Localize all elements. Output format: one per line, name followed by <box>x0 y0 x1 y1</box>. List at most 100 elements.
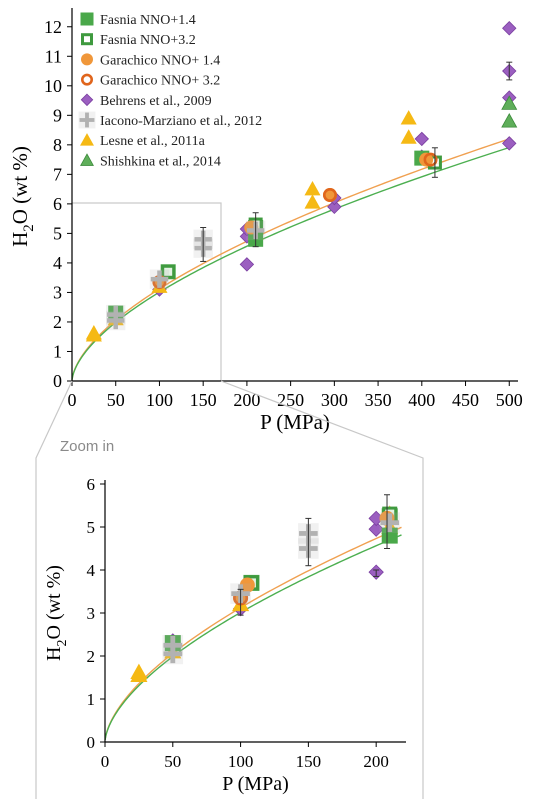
main-x-tick-label: 150 <box>190 390 217 410</box>
data-point <box>419 152 434 167</box>
main-x-tick-label: 100 <box>146 390 173 410</box>
zoom-x-axis-label: P (MPa) <box>222 773 288 795</box>
main-y-axis-label: H2O (wt %) <box>8 146 37 247</box>
main-x-tick-label: 350 <box>365 390 392 410</box>
data-point <box>239 577 255 593</box>
data-point <box>502 136 517 151</box>
zoom-x-tick-label: 150 <box>296 752 322 771</box>
fit-curve-green <box>71 146 512 380</box>
legend-item: Behrens et al., 2009 <box>80 93 212 109</box>
zoom-x-tick-label: 200 <box>363 752 389 771</box>
legend-item: Garachico NNO+ 1.4 <box>81 53 220 68</box>
legend-label: Garachico NNO+ 3.2 <box>100 74 220 89</box>
main-series-3 <box>152 152 438 290</box>
zoom-connector-left <box>35 380 73 799</box>
data-point <box>81 33 93 46</box>
main-x-axis-label: P (MPa) <box>260 410 330 434</box>
main-x-tick-label: 0 <box>68 390 77 410</box>
fit-curve-green <box>104 534 402 741</box>
main-y-tick-label: 8 <box>53 135 62 155</box>
data-point <box>502 21 517 36</box>
data-point <box>162 634 184 656</box>
data-point <box>304 194 321 209</box>
zoom-plot: 0 50 100 150 200 0 1 2 3 4 5 6 P (MPa) H2O (wt %) <box>43 475 406 795</box>
data-point <box>80 12 94 26</box>
data-point <box>400 110 417 125</box>
zoom-x-tick-label: 100 <box>228 752 254 771</box>
data-point <box>304 180 321 196</box>
data-point <box>379 512 401 533</box>
zoom-y-tick-label: 4 <box>87 561 96 580</box>
zoom-y-axis-label: H2O (wt %) <box>43 565 70 661</box>
data-point <box>239 257 255 272</box>
main-x-tick-label: 50 <box>107 390 125 410</box>
data-point <box>130 663 148 680</box>
legend-label: Garachico NNO+ 1.4 <box>100 53 220 68</box>
data-point <box>327 199 342 215</box>
main-plot: 0 50 100 150 200 250 300 350 400 450 5000123456789… <box>8 8 523 434</box>
data-point <box>414 131 430 147</box>
fit-curve-orange <box>104 526 402 740</box>
main-x-tick-label: 450 <box>452 390 479 410</box>
main-y-tick-label: 1 <box>53 341 62 361</box>
data-point <box>106 304 126 325</box>
main-x-tick-label: 500 <box>496 390 523 410</box>
main-y-tick-label: 0 <box>53 371 62 391</box>
legend-item: Garachico NNO+ 3.2 <box>81 73 220 89</box>
zoom-y-tick-label: 6 <box>87 475 96 494</box>
main-x-tick-label: 400 <box>408 390 435 410</box>
data-point <box>501 95 518 110</box>
legend-item: Fasnia NNO+3.2 <box>81 33 196 48</box>
main-y-tick-label: 10 <box>44 76 62 96</box>
zoom-x-tick-label: 50 <box>164 752 181 771</box>
main-y-tick-label: 2 <box>53 312 62 332</box>
data-point <box>80 133 94 146</box>
zoom-connector-right <box>220 380 424 799</box>
legend-label: Fasnia NNO+3.2 <box>100 33 196 48</box>
zoom-series-4 <box>165 510 384 649</box>
main-x-tick-label: 300 <box>321 390 348 410</box>
legend-label: Lesne et al., 2011a <box>100 134 206 149</box>
legend: Fasnia NNO+1.4 Fasnia NNO+3.2 Garachico NN… <box>78 12 262 169</box>
data-point <box>78 111 96 129</box>
main-y-tick-label: 7 <box>53 164 62 184</box>
legend-label: Behrens et al., 2009 <box>100 94 212 109</box>
data-point <box>400 129 417 144</box>
zoom-x-tick-label: 0 <box>101 752 110 771</box>
legend-label: Fasnia NNO+1.4 <box>100 13 196 28</box>
main-y-tick-label: 5 <box>53 223 62 243</box>
legend-item: Fasnia NNO+1.4 <box>80 12 196 28</box>
main-series-7 <box>501 95 518 128</box>
zoom-y-tick-label: 1 <box>87 690 96 709</box>
main-y-tick-label: 11 <box>45 46 62 66</box>
data-point <box>85 325 102 340</box>
legend-label: Shishkina et al., 2014 <box>100 154 221 169</box>
main-series-0 <box>108 150 430 321</box>
zoom-title: Zoom in <box>60 438 114 455</box>
zoom-series-0 <box>164 508 398 652</box>
legend-item: Lesne et al., 2011a <box>80 133 206 149</box>
data-point <box>161 264 176 279</box>
data-point <box>80 153 94 166</box>
data-point <box>81 53 93 66</box>
data-point <box>501 113 518 128</box>
main-y-tick-label: 9 <box>53 105 62 125</box>
data-point <box>322 188 337 203</box>
main-y-tick-label: 6 <box>53 194 62 214</box>
legend-item: Shishkina et al., 2014 <box>80 153 221 169</box>
data-point <box>368 521 384 537</box>
main-y-tick-label: 4 <box>53 253 62 273</box>
data-point <box>149 269 170 289</box>
zoom-y-tick-label: 5 <box>87 518 96 537</box>
legend-label: Iacono-Marziano et al., 2012 <box>100 114 262 129</box>
zoom-y-tick-label: 2 <box>87 647 96 666</box>
main-y-tick-label: 12 <box>44 17 62 37</box>
data-point <box>81 73 94 86</box>
zoom-y-tick-label: 0 <box>87 733 96 752</box>
zoom-series-5 <box>162 512 401 665</box>
fit-curve-orange <box>71 137 512 380</box>
zoom-y-tick-label: 3 <box>87 604 96 623</box>
main-x-tick-label: 200 <box>233 390 260 410</box>
data-point <box>423 152 438 167</box>
